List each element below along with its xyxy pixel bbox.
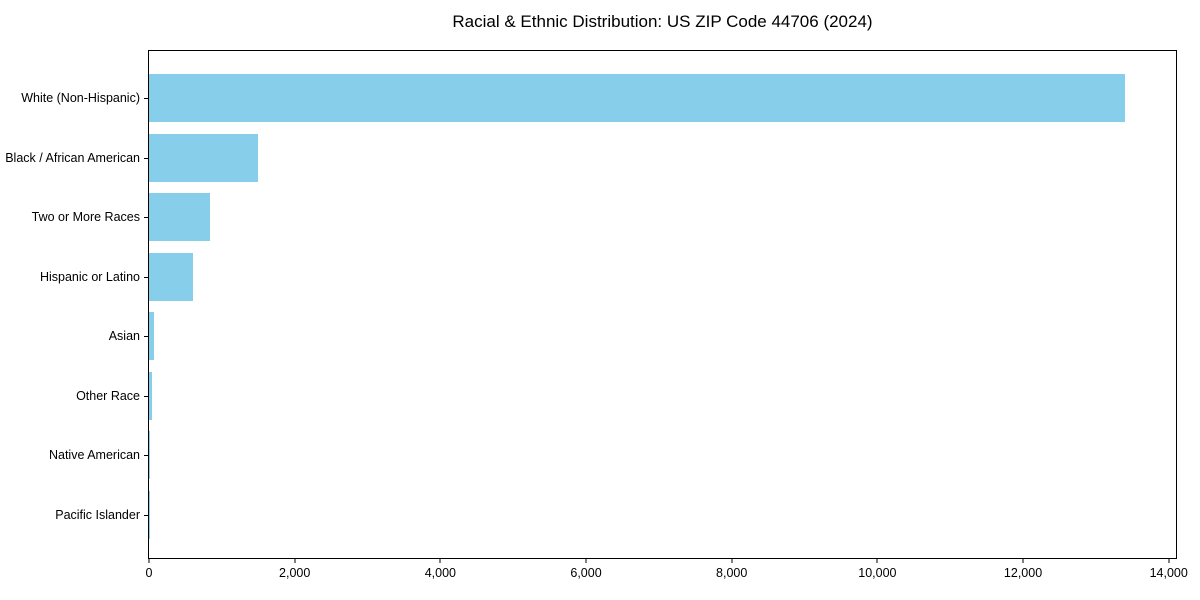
- bar-row: [149, 69, 1176, 129]
- y-tick-label: Asian: [108, 329, 140, 344]
- x-tick-label: 6,000: [570, 566, 602, 580]
- x-tick-label: 2,000: [279, 566, 311, 580]
- y-tick-label: White (Non-Hispanic): [21, 91, 140, 106]
- x-tick-mark: [439, 558, 441, 563]
- x-tick-label: 14,000: [1149, 566, 1188, 580]
- bar-native-american: [149, 431, 151, 480]
- y-tick-label: Native American: [48, 448, 140, 463]
- y-tick-label: Hispanic or Latino: [39, 269, 140, 284]
- y-tick-mark: [144, 455, 149, 457]
- bar-hispanic-or-latino: [149, 252, 193, 301]
- bar-two-or-more-races: [149, 193, 211, 242]
- chart-title: Racial & Ethnic Distribution: US ZIP Cod…: [452, 12, 873, 31]
- bar-other-race: [149, 371, 152, 420]
- x-tick-mark: [1168, 558, 1170, 563]
- y-tick-label: Black / African American: [5, 150, 140, 165]
- x-tick-mark: [294, 558, 296, 563]
- x-tick-mark: [585, 558, 587, 563]
- x-tick-label: 12,000: [1003, 566, 1043, 580]
- y-tick-label: Other Race: [76, 388, 140, 403]
- plot-area: White (Non-Hispanic) Black / African Amer…: [5, 50, 1188, 580]
- y-tick-mark: [144, 157, 149, 159]
- y-tick-mark: [144, 217, 149, 219]
- bar-black-african-american: [149, 133, 259, 182]
- y-tick-mark: [144, 98, 149, 100]
- x-tick-label: 4,000: [424, 566, 456, 580]
- bar-white-non-hispanic: [149, 74, 1125, 123]
- x-tick-label: 10,000: [858, 566, 897, 580]
- bar-row: [149, 247, 1176, 307]
- y-tick-mark: [144, 395, 149, 397]
- y-tick-mark: [144, 514, 149, 516]
- y-tick-mark: [144, 336, 149, 338]
- bar-asian: [149, 312, 155, 361]
- y-tick-mark: [144, 276, 149, 278]
- x-tick-mark: [1022, 558, 1024, 563]
- x-tick-mark: [876, 558, 878, 563]
- bar-row: [149, 128, 1176, 188]
- bar-row: [149, 307, 1176, 367]
- x-tick-label: 0: [145, 566, 153, 580]
- bar-row: [149, 426, 1176, 486]
- y-tick-label: Two or More Races: [31, 210, 140, 225]
- bar-row: [149, 366, 1176, 426]
- y-tick-label: Pacific Islander: [55, 507, 140, 522]
- x-tick-label: 8,000: [716, 566, 748, 580]
- bar-row: [149, 188, 1176, 248]
- x-tick-mark: [148, 558, 150, 563]
- bar-row: [149, 485, 1176, 545]
- x-tick-mark: [731, 558, 733, 563]
